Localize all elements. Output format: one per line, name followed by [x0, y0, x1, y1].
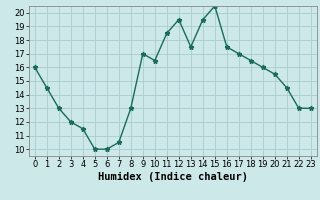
X-axis label: Humidex (Indice chaleur): Humidex (Indice chaleur) — [98, 172, 248, 182]
